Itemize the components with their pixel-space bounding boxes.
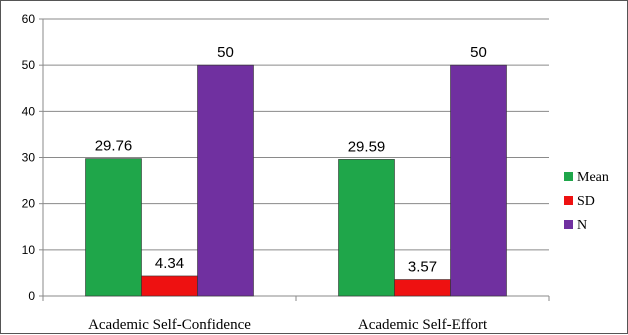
y-tick-label: 50 [22, 58, 36, 72]
y-tick-label: 0 [28, 289, 35, 303]
data-label: 4.34 [155, 255, 184, 272]
data-label: 29.76 [95, 138, 133, 155]
data-label: 29.59 [348, 138, 386, 155]
legend-swatch-sd [564, 196, 573, 205]
y-tick-label: 20 [22, 197, 36, 211]
legend-swatch-n [564, 220, 573, 229]
x-category-label: Academic Self-Confidence [88, 317, 251, 333]
y-tick-label: 40 [22, 104, 36, 118]
data-label: 50 [217, 44, 234, 61]
bar-mean-0 [85, 158, 142, 297]
bar-sd-0 [141, 275, 198, 297]
legend-label: N [577, 218, 587, 233]
bar-n-1 [450, 64, 507, 297]
legend-label: SD [577, 194, 595, 209]
data-label: 50 [470, 44, 487, 61]
legend-swatch-mean [564, 172, 573, 181]
legend-label: Mean [577, 170, 609, 185]
y-tick-label: 60 [22, 12, 36, 26]
bar-n-0 [197, 64, 254, 297]
bar-sd-1 [394, 279, 451, 297]
x-category-label: Academic Self-Effort [358, 317, 488, 333]
y-tick-label: 10 [22, 243, 36, 257]
data-label: 3.57 [408, 259, 437, 276]
y-tick-label: 30 [22, 151, 36, 165]
bar-mean-1 [338, 159, 395, 297]
